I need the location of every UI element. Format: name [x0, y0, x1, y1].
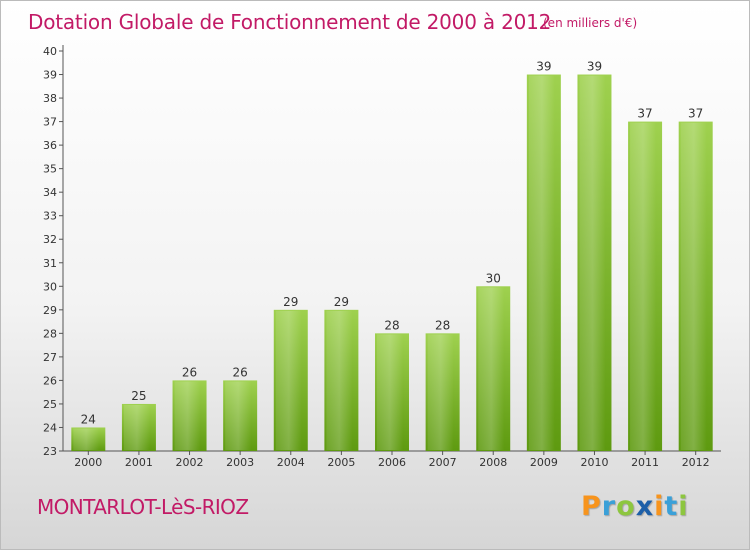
y-tick-label: 40 — [43, 45, 57, 58]
x-tick-label: 2011 — [631, 456, 659, 469]
bar-highlight — [225, 381, 252, 450]
chart-subtitle: (en milliers d'€) — [543, 16, 638, 30]
bar-highlight — [123, 404, 150, 450]
bar-value-label: 39 — [587, 60, 602, 74]
logo-letter: x — [635, 491, 655, 522]
bar-value-label: 26 — [233, 365, 248, 379]
x-tick-label: 2000 — [74, 456, 102, 469]
x-tick-label: 2001 — [125, 456, 153, 469]
x-tick-label: 2003 — [226, 456, 254, 469]
y-tick-label: 35 — [43, 163, 57, 176]
bar-highlight — [377, 334, 403, 450]
bar-highlight — [73, 428, 100, 450]
y-tick-label: 27 — [43, 351, 57, 364]
y-tick-label: 28 — [43, 327, 57, 340]
bar-highlight — [579, 75, 606, 450]
logo-letter: i — [678, 491, 689, 522]
bar-highlight — [326, 310, 353, 450]
x-tick-label: 2008 — [479, 456, 507, 469]
x-tick-label: 2010 — [580, 456, 608, 469]
bar-highlight — [174, 381, 201, 450]
y-tick-label: 38 — [43, 92, 57, 105]
commune-name: MONTARLOT-LèS-RIOZ — [37, 495, 249, 519]
bar-highlight — [630, 122, 657, 451]
x-tick-label: 2009 — [530, 456, 558, 469]
bar-value-label: 25 — [131, 389, 146, 403]
bar-value-label: 39 — [536, 60, 551, 74]
bar-value-label: 37 — [688, 107, 703, 121]
chart-title: Dotation Globale de Fonctionnement de 20… — [28, 10, 552, 34]
logo-letter: i — [654, 491, 665, 522]
y-tick-label: 23 — [43, 445, 57, 458]
bar-highlight — [275, 310, 302, 450]
bar-value-label: 37 — [637, 107, 652, 121]
logo-letter: t — [664, 491, 679, 522]
y-tick-label: 34 — [43, 186, 57, 199]
y-tick-label: 37 — [43, 116, 57, 129]
y-tick-label: 31 — [43, 257, 57, 270]
y-tick-label: 30 — [43, 280, 57, 293]
bar-highlight — [680, 122, 707, 451]
y-tick-label: 25 — [43, 398, 57, 411]
y-tick-label: 36 — [43, 139, 57, 152]
y-tick-label: 29 — [43, 304, 57, 317]
x-tick-label: 2002 — [176, 456, 204, 469]
x-tick-label: 2005 — [327, 456, 355, 469]
x-tick-label: 2004 — [277, 456, 305, 469]
bar-value-label: 29 — [283, 295, 298, 309]
y-tick-label: 39 — [43, 69, 57, 82]
logo-letter: r — [601, 491, 617, 522]
y-tick-label: 24 — [43, 421, 57, 434]
bar-value-label: 28 — [384, 318, 399, 332]
logo-letter: o — [616, 491, 636, 522]
bar-value-label: 24 — [81, 412, 96, 426]
bar-value-label: 30 — [486, 271, 501, 285]
bar-value-label: 28 — [435, 318, 450, 332]
bar-highlight — [478, 287, 505, 450]
x-tick-label: 2007 — [429, 456, 457, 469]
bar-value-label: 29 — [334, 295, 349, 309]
proxiti-logo: Proxiti — [581, 491, 689, 522]
y-tick-label: 33 — [43, 210, 57, 223]
bar-highlight — [427, 334, 454, 450]
x-tick-label: 2012 — [682, 456, 710, 469]
x-tick-label: 2006 — [378, 456, 406, 469]
y-tick-label: 32 — [43, 233, 57, 246]
y-tick-label: 26 — [43, 374, 57, 387]
logo-letter: P — [581, 491, 602, 522]
bar-highlight — [528, 75, 555, 450]
bar-value-label: 26 — [182, 365, 197, 379]
